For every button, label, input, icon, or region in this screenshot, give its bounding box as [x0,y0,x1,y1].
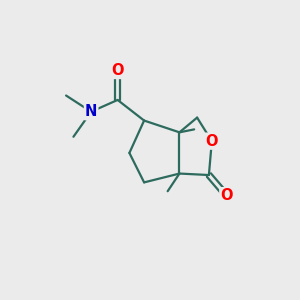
Text: N: N [85,104,97,119]
Text: O: O [111,63,124,78]
Text: O: O [206,134,218,149]
Text: O: O [220,188,233,203]
